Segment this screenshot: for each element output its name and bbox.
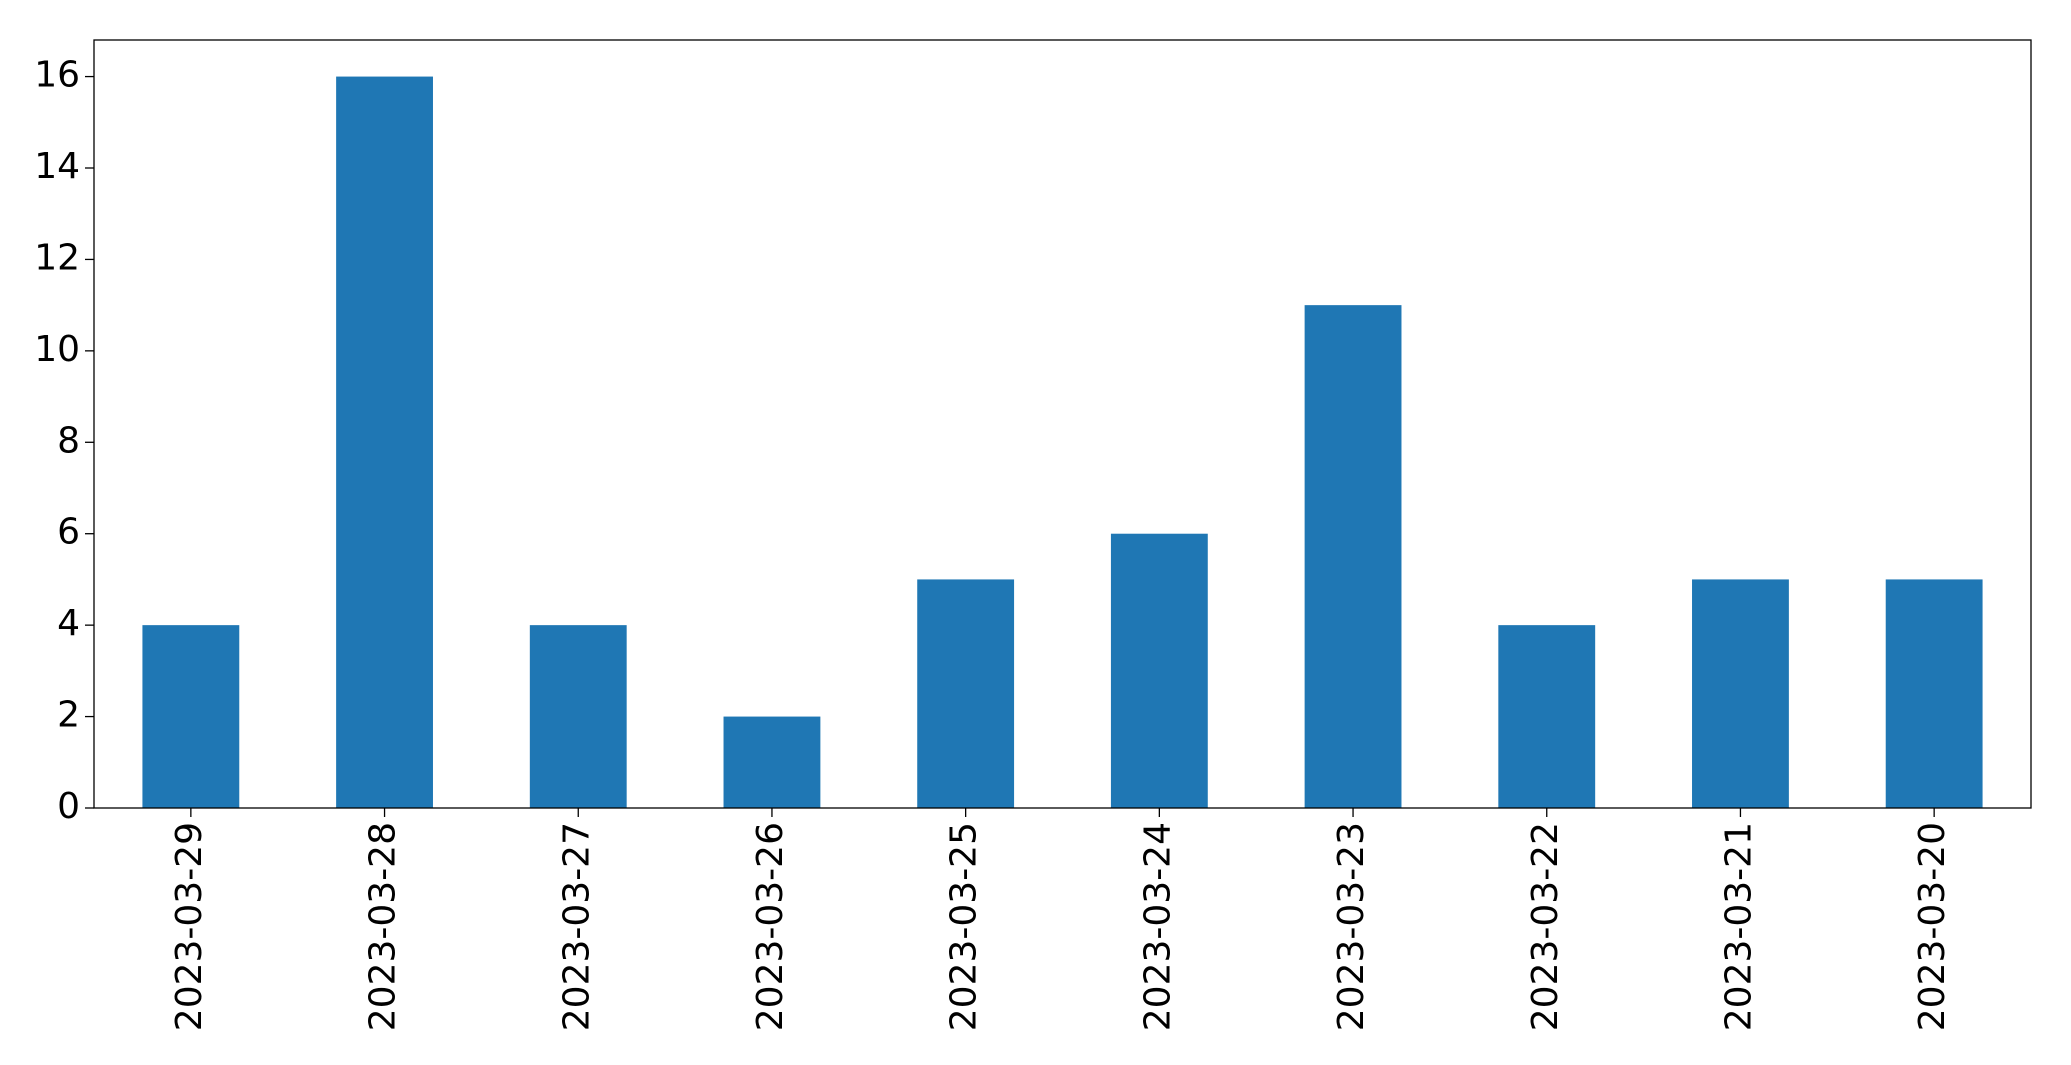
x-tick-label: 2023-03-22 — [1525, 822, 1566, 1031]
bar — [1498, 625, 1596, 808]
plot-frame — [93, 39, 2032, 809]
bar — [917, 579, 1015, 808]
x-tick-label: 2023-03-23 — [1331, 822, 1372, 1031]
x-tick-label: 2023-03-24 — [1137, 822, 1178, 1031]
bar — [529, 625, 627, 808]
x-tick-label: 2023-03-27 — [556, 822, 597, 1031]
bar — [723, 716, 821, 808]
x-tick-label: 2023-03-29 — [169, 822, 210, 1031]
y-tick-label: 12 — [34, 237, 80, 278]
y-tick-label: 10 — [34, 329, 80, 370]
x-tick-label: 2023-03-20 — [1912, 822, 1953, 1031]
y-tick-label: 14 — [34, 146, 80, 187]
bar — [1304, 305, 1402, 808]
x-tick-label: 2023-03-28 — [363, 822, 404, 1031]
bar — [1692, 579, 1789, 808]
bar — [336, 76, 433, 809]
y-tick-label: 6 — [57, 512, 80, 553]
bar — [142, 625, 240, 808]
y-tick-label: 0 — [57, 786, 80, 827]
bar — [1110, 533, 1208, 808]
bar — [1885, 579, 1983, 808]
x-tick-label: 2023-03-26 — [750, 822, 791, 1031]
x-tick-label: 2023-03-25 — [944, 822, 985, 1031]
x-tick-label: 2023-03-21 — [1718, 822, 1759, 1031]
y-tick-label: 16 — [34, 55, 80, 96]
y-tick-label: 4 — [57, 603, 80, 644]
y-tick-label: 2 — [57, 695, 80, 736]
y-tick-label: 8 — [57, 420, 80, 461]
